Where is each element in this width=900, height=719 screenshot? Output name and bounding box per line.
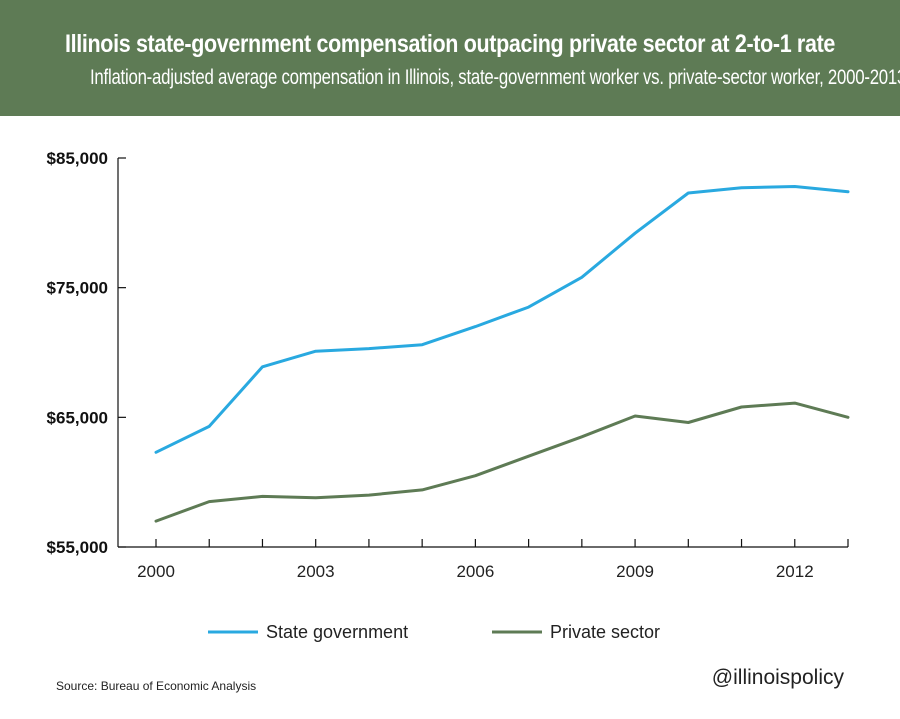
header-banner: Illinois state-government compensation o… xyxy=(0,0,900,116)
y-tick-label: $55,000 xyxy=(47,538,108,557)
y-tick-label: $85,000 xyxy=(47,149,108,168)
x-tick-label: 2000 xyxy=(137,562,175,581)
y-tick-label: $75,000 xyxy=(47,279,108,298)
y-axis: $55,000 $65,000 $75,000 $85,000 xyxy=(47,149,126,557)
series-line-state-government xyxy=(154,185,850,454)
x-tick-label: 2003 xyxy=(297,562,335,581)
legend-label: State government xyxy=(266,622,408,642)
chart-subtitle: Inflation-adjusted average compensation … xyxy=(90,66,900,89)
legend: State government Private sector xyxy=(208,622,660,642)
x-axis: 2000 2003 2006 2009 2012 xyxy=(118,539,849,581)
source-note: Source: Bureau of Economic Analysis xyxy=(56,679,257,693)
x-tick-label: 2006 xyxy=(456,562,494,581)
x-tick-label: 2012 xyxy=(776,562,814,581)
x-tick-label: 2009 xyxy=(616,562,654,581)
chart-title: Illinois state-government compensation o… xyxy=(64,30,836,58)
y-tick-label: $65,000 xyxy=(47,408,108,427)
series-lines xyxy=(154,185,850,523)
social-handle: @illinoispolicy xyxy=(711,666,844,689)
legend-label: Private sector xyxy=(550,622,660,642)
series-line-private-sector xyxy=(154,401,850,523)
